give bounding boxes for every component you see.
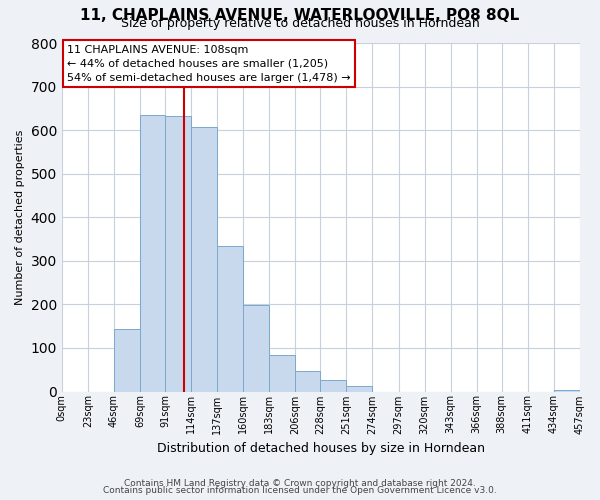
X-axis label: Distribution of detached houses by size in Horndean: Distribution of detached houses by size … bbox=[157, 442, 485, 455]
Text: Contains public sector information licensed under the Open Government Licence v3: Contains public sector information licen… bbox=[103, 486, 497, 495]
Y-axis label: Number of detached properties: Number of detached properties bbox=[15, 130, 25, 305]
Bar bbox=[320, 380, 346, 392]
Bar bbox=[554, 390, 580, 392]
Text: Size of property relative to detached houses in Horndean: Size of property relative to detached ho… bbox=[121, 18, 479, 30]
Bar bbox=[165, 116, 191, 392]
Text: 11, CHAPLAINS AVENUE, WATERLOOVILLE, PO8 8QL: 11, CHAPLAINS AVENUE, WATERLOOVILLE, PO8… bbox=[80, 8, 520, 22]
Bar bbox=[217, 246, 243, 392]
Bar bbox=[140, 115, 165, 392]
Bar bbox=[191, 126, 217, 392]
Text: Contains HM Land Registry data © Crown copyright and database right 2024.: Contains HM Land Registry data © Crown c… bbox=[124, 478, 476, 488]
Bar bbox=[346, 386, 373, 392]
Bar bbox=[295, 372, 320, 392]
Bar bbox=[269, 356, 295, 392]
Bar bbox=[243, 305, 269, 392]
Text: 11 CHAPLAINS AVENUE: 108sqm
← 44% of detached houses are smaller (1,205)
54% of : 11 CHAPLAINS AVENUE: 108sqm ← 44% of det… bbox=[67, 44, 350, 82]
Bar bbox=[114, 329, 140, 392]
